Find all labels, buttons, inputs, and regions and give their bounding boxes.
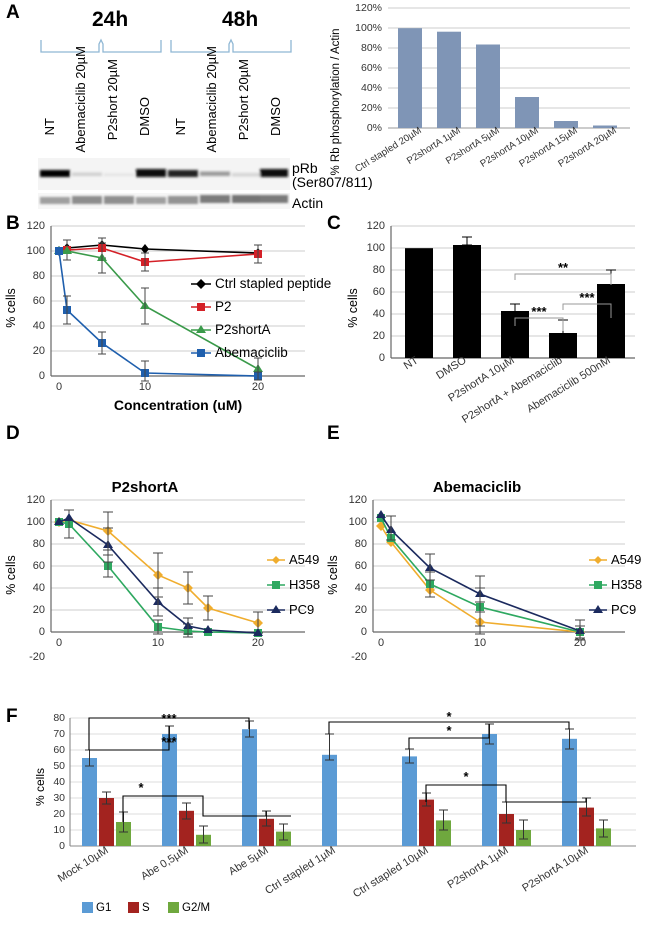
svg-text:10: 10 (474, 637, 486, 649)
svg-text:20: 20 (53, 808, 65, 820)
svg-text:30: 30 (53, 792, 65, 804)
svg-text:0: 0 (59, 840, 65, 852)
svg-text:50: 50 (53, 760, 65, 772)
svg-text:0%: 0% (367, 122, 382, 134)
svg-text:60: 60 (373, 286, 385, 298)
svg-text:40: 40 (33, 320, 45, 332)
svg-text:***: *** (161, 712, 177, 726)
svg-text:20%: 20% (361, 102, 382, 114)
svg-text:P2shortA 1µM: P2shortA 1µM (445, 844, 510, 891)
svg-text:80: 80 (33, 270, 45, 282)
svg-text:100: 100 (27, 516, 45, 528)
svg-text:80: 80 (373, 264, 385, 276)
svg-text:Abemaciclib: Abemaciclib (215, 345, 288, 360)
svg-text:***: *** (531, 304, 547, 319)
svg-text:20: 20 (33, 345, 45, 357)
svg-text:% cells: % cells (4, 555, 18, 595)
svg-text:70: 70 (53, 728, 65, 740)
svg-text:Abe 5µM: Abe 5µM (227, 844, 271, 878)
svg-text:% cells: % cells (36, 768, 47, 806)
svg-text:20: 20 (373, 330, 385, 342)
svg-text:40: 40 (53, 776, 65, 788)
svg-text:0: 0 (39, 626, 45, 638)
svg-text:10: 10 (152, 637, 164, 649)
svg-text:0: 0 (56, 381, 62, 393)
svg-text:40: 40 (33, 582, 45, 594)
svg-text:40: 40 (373, 308, 385, 320)
svg-text:0: 0 (56, 637, 62, 649)
svg-text:100: 100 (27, 245, 45, 257)
svg-text:PC9: PC9 (611, 602, 636, 617)
svg-text:10: 10 (53, 824, 65, 836)
svg-text:0: 0 (378, 637, 384, 649)
svg-text:**: ** (558, 260, 569, 275)
svg-text:100: 100 (349, 516, 367, 528)
svg-text:10: 10 (139, 381, 151, 393)
svg-text:80: 80 (355, 538, 367, 550)
svg-text:40: 40 (355, 582, 367, 594)
svg-text:100: 100 (367, 242, 385, 254)
svg-text:40%: 40% (361, 82, 382, 94)
svg-text:G1: G1 (96, 902, 111, 914)
svg-text:20: 20 (252, 637, 264, 649)
svg-text:-20: -20 (351, 651, 367, 663)
svg-text:G2/M: G2/M (182, 902, 210, 914)
svg-text:20: 20 (252, 381, 264, 393)
svg-text:0: 0 (361, 626, 367, 638)
svg-text:% cells: % cells (346, 288, 360, 328)
svg-text:80%: 80% (361, 42, 382, 54)
svg-text:P2: P2 (215, 299, 232, 314)
svg-text:60: 60 (33, 295, 45, 307)
svg-text:80: 80 (33, 538, 45, 550)
svg-text:Ctrl stapled 1µM: Ctrl stapled 1µM (263, 844, 337, 897)
svg-text:***: *** (579, 290, 595, 305)
svg-text:60: 60 (33, 560, 45, 572)
svg-text:0: 0 (379, 352, 385, 364)
svg-text:A549: A549 (611, 552, 641, 567)
svg-text:H358: H358 (611, 577, 642, 592)
svg-text:% cells: % cells (4, 288, 18, 328)
svg-text:*: * (446, 723, 452, 738)
svg-text:120: 120 (349, 494, 367, 506)
svg-text:H358: H358 (289, 577, 320, 592)
svg-text:120: 120 (27, 494, 45, 506)
svg-text:Ctrl stapled 10µM: Ctrl stapled 10µM (351, 844, 431, 900)
svg-text:PC9: PC9 (289, 602, 314, 617)
svg-text:20: 20 (355, 604, 367, 616)
svg-text:P2shortA: P2shortA (112, 479, 179, 496)
svg-text:60%: 60% (361, 62, 382, 74)
svg-text:S: S (142, 902, 150, 914)
svg-text:***: *** (161, 734, 177, 749)
svg-text:60: 60 (53, 744, 65, 756)
svg-text:P2shortA 10µM: P2shortA 10µM (520, 844, 590, 894)
svg-text:P2shortA: P2shortA (215, 322, 271, 337)
svg-text:% cells: % cells (326, 555, 340, 595)
svg-text:20: 20 (33, 604, 45, 616)
svg-text:80: 80 (53, 712, 65, 724)
svg-text:Abe 0,5µM: Abe 0,5µM (139, 844, 191, 882)
svg-text:60: 60 (355, 560, 367, 572)
svg-text:100%: 100% (355, 22, 382, 34)
svg-text:120: 120 (27, 220, 45, 232)
svg-text:% Rb phosphorylation / Actin: % Rb phosphorylation / Actin (330, 28, 342, 175)
svg-text:-20: -20 (29, 651, 45, 663)
svg-text:Abemaciclib 500nM: Abemaciclib 500nM (525, 354, 613, 415)
svg-text:120%: 120% (355, 2, 382, 14)
svg-text:120: 120 (367, 220, 385, 232)
svg-text:Ctrl stapled peptide: Ctrl stapled peptide (215, 276, 331, 291)
svg-text:Ctrl stapled 20µM: Ctrl stapled 20µM (353, 125, 423, 175)
svg-text:0: 0 (39, 370, 45, 382)
svg-text:Concentration (uM): Concentration (uM) (114, 397, 242, 413)
svg-text:A549: A549 (289, 552, 319, 567)
svg-text:Abemaciclib: Abemaciclib (433, 479, 521, 496)
